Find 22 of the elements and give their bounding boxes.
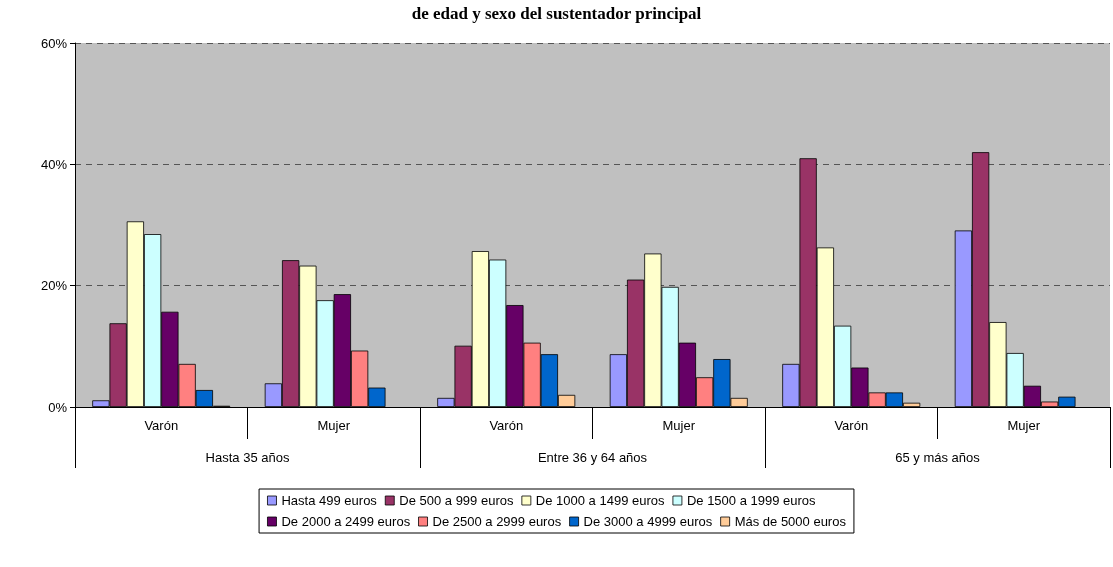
legend-label: Hasta 499 euros [281,493,378,508]
x-tick-label: Mujer [662,418,696,433]
x-tick-label: Varón [834,418,869,433]
legend-label: De 2000 a 2499 euros [281,514,411,529]
x-tick-label: Mujer [1007,418,1041,433]
legend-label: De 2500 a 2999 euros [432,514,562,529]
y-tick-label: 60% [40,35,68,51]
legend-label: De 1000 a 1499 euros [535,493,666,508]
legend-label: De 3000 a 4999 euros [583,514,713,529]
y-tick-label: 20% [40,278,68,294]
chart-title: de edad y sexo del sustentador principal [411,4,702,23]
x-tick-label: Mujer [317,418,351,433]
text: 65 y más años [895,450,981,465]
legend-label: De 1500 a 1999 euros [686,493,817,508]
x-tick-label: Varón [489,418,524,433]
text: Hasta 35 años [205,450,290,465]
y-tick-label: 0% [48,399,68,415]
y-tick-label: 40% [40,156,68,172]
text: Entre 36 y 64 años [537,450,648,465]
legend-label: Más de 5000 euros [734,514,847,529]
x-tick-label: Varón [144,418,179,433]
legend-label: De 500 a 999 euros [399,493,514,508]
